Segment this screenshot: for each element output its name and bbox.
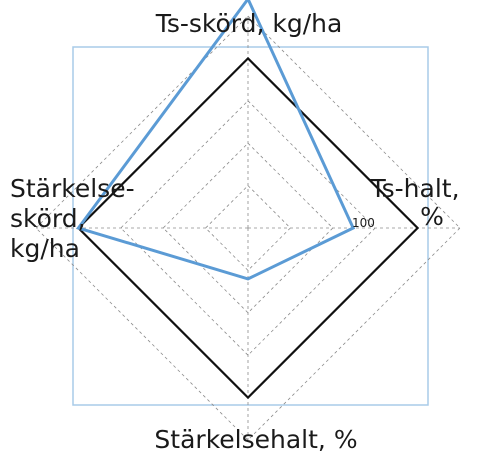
axis-title-bottom: Stärkelsehalt, % bbox=[154, 425, 357, 454]
grid-ring-25 bbox=[205, 185, 291, 271]
axis-title-left-line3: kg/ha bbox=[10, 234, 80, 263]
grid-ring-125 bbox=[35, 15, 461, 441]
radar-series-group bbox=[75, 0, 420, 400]
axis-title-right-line1: Ts-halt, bbox=[370, 174, 460, 203]
grid-ring-50 bbox=[162, 142, 334, 314]
series-1-polygon bbox=[75, 0, 356, 281]
axis-title-right: Ts-halt, % bbox=[370, 174, 468, 231]
axis-title-top-line1: Ts-skörd, kg/ha bbox=[155, 9, 343, 38]
tick-label-100: 100 bbox=[352, 216, 375, 230]
axis-title-left-line1: Stärkelse- bbox=[10, 174, 135, 203]
series-0-polygon bbox=[76, 56, 420, 400]
chart-frame bbox=[72, 46, 429, 406]
axis-title-bottom-line1: Stärkelsehalt, % bbox=[154, 425, 357, 454]
axis-title-left: Stärkelse- skörd, kg/ha bbox=[10, 174, 143, 263]
radar-grid bbox=[35, 15, 461, 441]
axis-title-right-line2: % bbox=[420, 202, 444, 231]
axis-title-top: Ts-skörd, kg/ha bbox=[155, 9, 343, 38]
axis-title-left-line2: skörd, bbox=[10, 204, 86, 233]
